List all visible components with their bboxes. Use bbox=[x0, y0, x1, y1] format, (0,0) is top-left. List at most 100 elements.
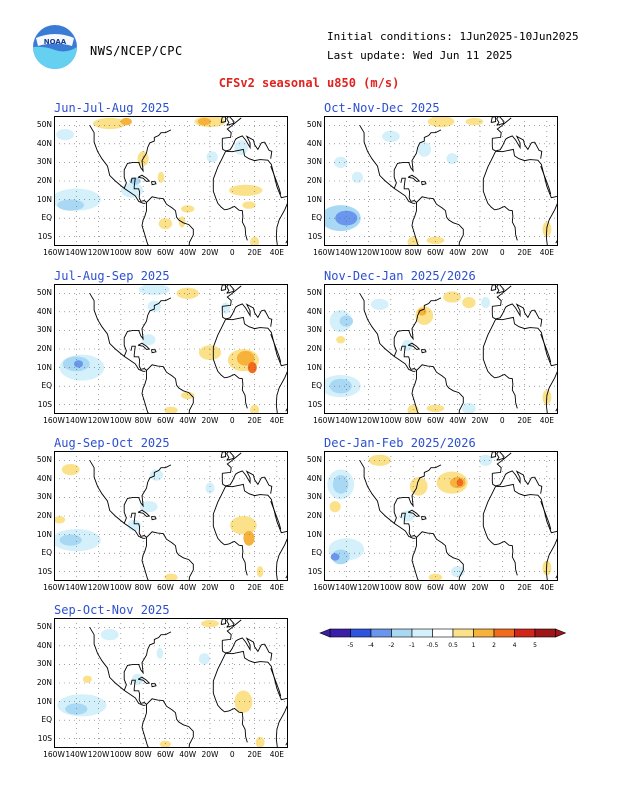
lat-label: 10S bbox=[37, 231, 52, 241]
lon-label: 100W bbox=[379, 248, 402, 257]
lon-label: 20W bbox=[201, 583, 219, 592]
lon-label: 100W bbox=[109, 248, 132, 257]
lat-label: 20N bbox=[36, 511, 52, 520]
coastline bbox=[416, 364, 464, 414]
legend-label: -1 bbox=[409, 642, 415, 649]
anomaly-region bbox=[142, 334, 156, 346]
figure-title: CFSv2 seasonal u850 (m/s) bbox=[218, 76, 400, 90]
lat-label: 40N bbox=[36, 138, 52, 148]
lat-label: 50N bbox=[306, 288, 322, 298]
legend-arrow-high bbox=[555, 628, 567, 638]
coastline bbox=[137, 342, 151, 350]
map-panel bbox=[54, 618, 288, 748]
lon-label: 160W bbox=[43, 416, 65, 425]
anomaly-region bbox=[229, 184, 263, 196]
legend-label: 0.5 bbox=[448, 642, 458, 649]
lon-label: 80W bbox=[134, 416, 152, 425]
coastline bbox=[89, 627, 146, 706]
coastline bbox=[482, 319, 518, 409]
lat-label: 20N bbox=[36, 176, 52, 185]
anomaly-region bbox=[370, 298, 389, 310]
coastline bbox=[225, 650, 288, 748]
lon-label: 0 bbox=[229, 583, 235, 592]
legend-swatch bbox=[432, 628, 454, 638]
coastline bbox=[212, 486, 248, 576]
coastline bbox=[270, 500, 282, 530]
anomaly-region bbox=[93, 117, 127, 129]
anomaly-region bbox=[351, 171, 363, 183]
coastline bbox=[225, 483, 288, 581]
lon-label: 40W bbox=[179, 416, 197, 425]
panel-title: Nov-Dec-Jan 2025/2026 bbox=[324, 269, 476, 283]
anomaly-region bbox=[234, 140, 248, 155]
coastline bbox=[146, 196, 194, 246]
lat-label: 10N bbox=[36, 696, 52, 706]
logo-text: NOAA bbox=[44, 38, 67, 46]
anomaly-region bbox=[236, 350, 255, 366]
lon-label: 60W bbox=[156, 248, 174, 257]
lon-label: 40W bbox=[179, 750, 197, 759]
coastline bbox=[359, 125, 416, 204]
coastline bbox=[421, 348, 427, 354]
lon-label: 140W bbox=[65, 583, 88, 592]
lon-label: 100W bbox=[379, 583, 402, 592]
lat-label: 10N bbox=[306, 529, 322, 539]
coastline bbox=[416, 531, 464, 581]
lon-label: 140W bbox=[65, 248, 88, 257]
map-panel bbox=[54, 451, 288, 581]
anomaly-region bbox=[417, 142, 431, 157]
lon-label: 160W bbox=[313, 416, 335, 425]
anomaly-region bbox=[158, 218, 173, 230]
lon-label: 40W bbox=[179, 583, 197, 592]
lon-label: 40W bbox=[449, 583, 467, 592]
coastline bbox=[540, 500, 552, 530]
coastline bbox=[264, 476, 273, 494]
coastline bbox=[534, 309, 543, 327]
coastline bbox=[496, 284, 505, 294]
lon-label: 80W bbox=[404, 416, 422, 425]
panel-title: Aug-Sep-Oct 2025 bbox=[54, 436, 170, 450]
panel-title: Jul-Aug-Sep 2025 bbox=[54, 269, 170, 283]
anomaly-region bbox=[478, 454, 493, 466]
anomaly-region bbox=[456, 478, 464, 487]
coastline bbox=[141, 370, 150, 414]
coastline bbox=[89, 293, 146, 372]
lat-label: 40N bbox=[36, 640, 52, 650]
coastline bbox=[212, 319, 248, 409]
coastline bbox=[151, 348, 157, 354]
anomaly-region bbox=[462, 402, 476, 414]
lon-label: 80W bbox=[134, 583, 152, 592]
lon-label: 160W bbox=[43, 583, 65, 592]
lat-label: 50N bbox=[36, 288, 52, 298]
anomaly-region bbox=[481, 297, 491, 309]
anomaly-region bbox=[181, 205, 195, 213]
map-frame bbox=[324, 284, 558, 414]
lon-label: 20E bbox=[247, 583, 262, 592]
coastline bbox=[225, 316, 288, 414]
coastline bbox=[496, 116, 505, 126]
anomaly-region bbox=[61, 464, 80, 476]
anomaly-region bbox=[139, 501, 158, 513]
lon-label: 40E bbox=[269, 750, 284, 759]
lon-label: 140W bbox=[335, 416, 358, 425]
coastline bbox=[491, 303, 535, 320]
lat-label: 10S bbox=[307, 399, 322, 409]
legend-swatch bbox=[473, 628, 495, 638]
lon-label: 160W bbox=[313, 583, 335, 592]
lon-label: 140W bbox=[335, 583, 358, 592]
coastline bbox=[130, 679, 147, 705]
coastline bbox=[123, 297, 172, 357]
lat-label: EQ bbox=[311, 213, 322, 223]
coastline bbox=[264, 643, 273, 661]
legend-label: -5 bbox=[348, 642, 354, 649]
coastline bbox=[123, 464, 172, 524]
map-frame bbox=[54, 618, 288, 748]
legend-swatch bbox=[329, 628, 351, 638]
coastline bbox=[130, 512, 147, 538]
lon-label: 20E bbox=[517, 416, 532, 425]
anomaly-region bbox=[255, 736, 265, 748]
map-frame bbox=[324, 116, 558, 246]
coastline bbox=[137, 509, 151, 517]
anomaly-region bbox=[100, 629, 119, 641]
noaa-logo: NOAA bbox=[33, 25, 77, 69]
